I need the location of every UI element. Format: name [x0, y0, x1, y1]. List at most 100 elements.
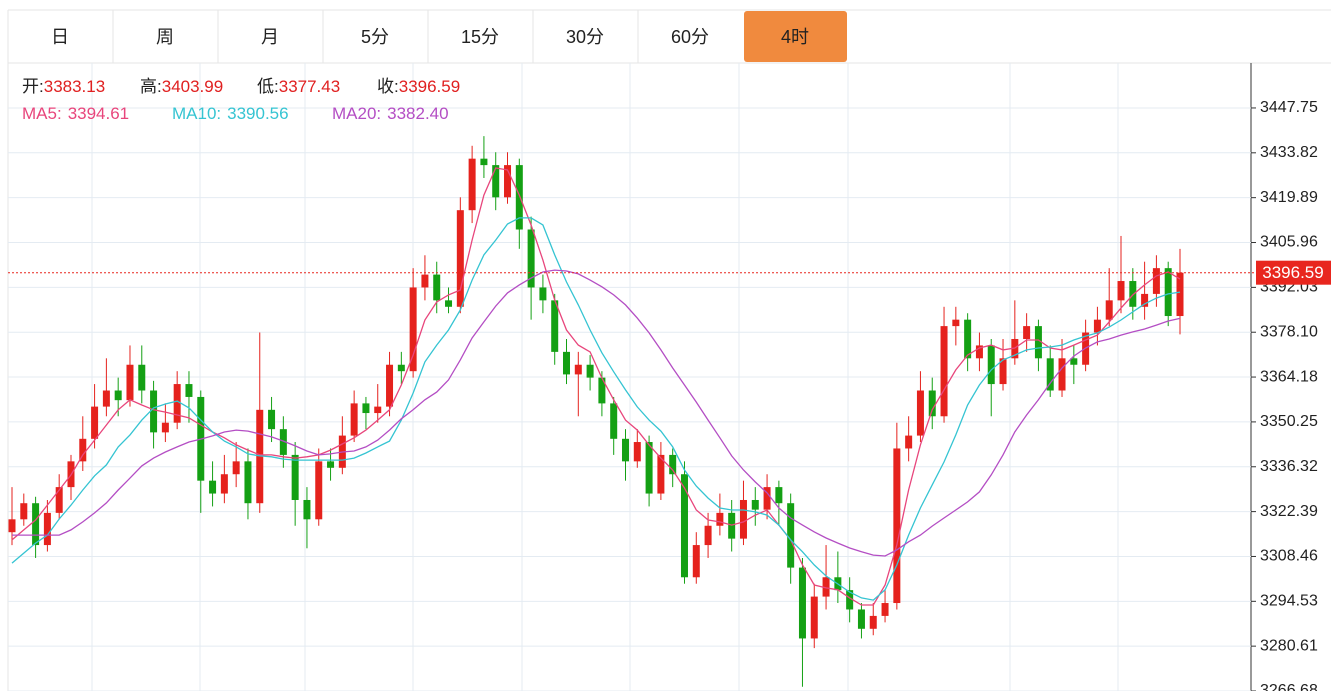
candle-body — [798, 567, 806, 639]
candle-body — [527, 229, 535, 288]
candle-body — [43, 512, 51, 546]
ma-label: MA5: — [22, 104, 62, 123]
candle-body — [621, 438, 629, 462]
candle-body — [916, 390, 924, 436]
y-tick-label: 3280.61 — [1260, 637, 1318, 654]
candle-body — [397, 364, 405, 372]
candle-body — [763, 487, 771, 510]
tab[interactable]: 5分 — [361, 27, 389, 47]
tab[interactable]: 15分 — [461, 27, 499, 47]
candle-body — [126, 364, 134, 401]
ma-value: 3394.61 — [68, 104, 129, 123]
candle-body — [987, 345, 995, 385]
y-tick-label: 3308.46 — [1260, 548, 1318, 565]
candle-body — [751, 499, 759, 510]
y-tick-label: 3364.18 — [1260, 368, 1318, 385]
ohlc-info: 收:3396.59 — [377, 77, 460, 96]
candle-body — [893, 448, 901, 604]
candle-body — [1152, 268, 1160, 294]
candle-body — [598, 377, 606, 404]
ohlc-value: 3403.99 — [162, 77, 223, 96]
candle-body — [504, 165, 512, 198]
candle-body — [610, 403, 618, 439]
ma-line — [12, 269, 1181, 557]
candle-body — [1176, 272, 1184, 317]
candle-body — [952, 319, 960, 327]
ohlc-value: 3383.13 — [44, 77, 105, 96]
y-tick-label: 3433.82 — [1260, 144, 1318, 161]
candle-body — [857, 609, 865, 629]
candle-body — [999, 358, 1007, 385]
candle-body — [975, 345, 983, 359]
candle-body — [1070, 358, 1078, 365]
y-tick-label: 3336.32 — [1260, 458, 1318, 475]
candle-body — [1058, 358, 1066, 391]
candle-body — [822, 577, 830, 597]
tab[interactable]: 60分 — [671, 27, 709, 47]
candle-body — [657, 454, 665, 494]
candle-body — [421, 274, 429, 288]
candle-body — [374, 406, 382, 414]
candle-body — [8, 519, 16, 533]
candle-body — [1023, 326, 1031, 339]
candle-body — [55, 487, 63, 513]
candle-body — [692, 545, 700, 578]
ma-info: MA20: 3382.40 — [332, 104, 449, 123]
candle-body — [102, 390, 110, 407]
candle-body — [1117, 281, 1125, 301]
candle-body — [928, 390, 936, 417]
candle-body — [669, 454, 677, 475]
ohlc-label: 开: — [22, 77, 44, 96]
candle-body — [362, 403, 370, 414]
ma-line — [11, 217, 1181, 601]
candle-body — [150, 390, 158, 433]
candle-body — [869, 615, 877, 629]
candle-body — [327, 461, 335, 468]
tab[interactable]: 4时 — [781, 27, 809, 47]
candle-body — [680, 474, 688, 578]
candle-body — [1105, 300, 1113, 320]
candle-body — [291, 454, 299, 500]
active-tab-bg — [744, 11, 847, 62]
candle-body — [161, 422, 169, 433]
y-tick-label: 3322.39 — [1260, 503, 1318, 520]
ma-info: MA10: 3390.56 — [172, 104, 289, 123]
candle-body — [574, 364, 582, 375]
tab[interactable]: 月 — [261, 27, 279, 47]
candle-body — [787, 503, 795, 568]
tab[interactable]: 30分 — [566, 27, 604, 47]
candle-body — [1034, 326, 1042, 359]
candle-body — [445, 300, 453, 307]
ma-value: 3390.56 — [227, 104, 288, 123]
candle-body — [645, 442, 653, 494]
tab[interactable]: 日 — [51, 27, 69, 47]
ma-info: MA5: 3394.61 — [22, 104, 129, 123]
candle-body — [1093, 319, 1101, 333]
candle-body — [173, 384, 181, 423]
candle-body — [964, 319, 972, 359]
candle-body — [433, 274, 441, 301]
candle-body — [1164, 268, 1172, 317]
candle-body — [138, 364, 146, 391]
ma-label: MA10: — [172, 104, 221, 123]
candle-body — [91, 406, 99, 439]
candle-body — [716, 512, 724, 526]
candle-body — [468, 158, 476, 211]
ma-label: MA20: — [332, 104, 381, 123]
candle-body — [409, 287, 417, 372]
y-tick-label: 3447.75 — [1260, 99, 1318, 116]
candle-body — [20, 503, 28, 520]
candle-body — [244, 461, 252, 504]
y-tick-label: 3266.68 — [1260, 682, 1318, 691]
candle-body — [480, 158, 488, 166]
ohlc-label: 收: — [377, 77, 399, 96]
candle-body — [1129, 281, 1137, 307]
last-price-box — [1256, 260, 1331, 285]
candle-body — [232, 461, 240, 475]
candle-body — [586, 364, 594, 378]
tab[interactable]: 周 — [156, 27, 174, 47]
candle-body — [739, 499, 747, 539]
candle-body — [209, 480, 217, 494]
